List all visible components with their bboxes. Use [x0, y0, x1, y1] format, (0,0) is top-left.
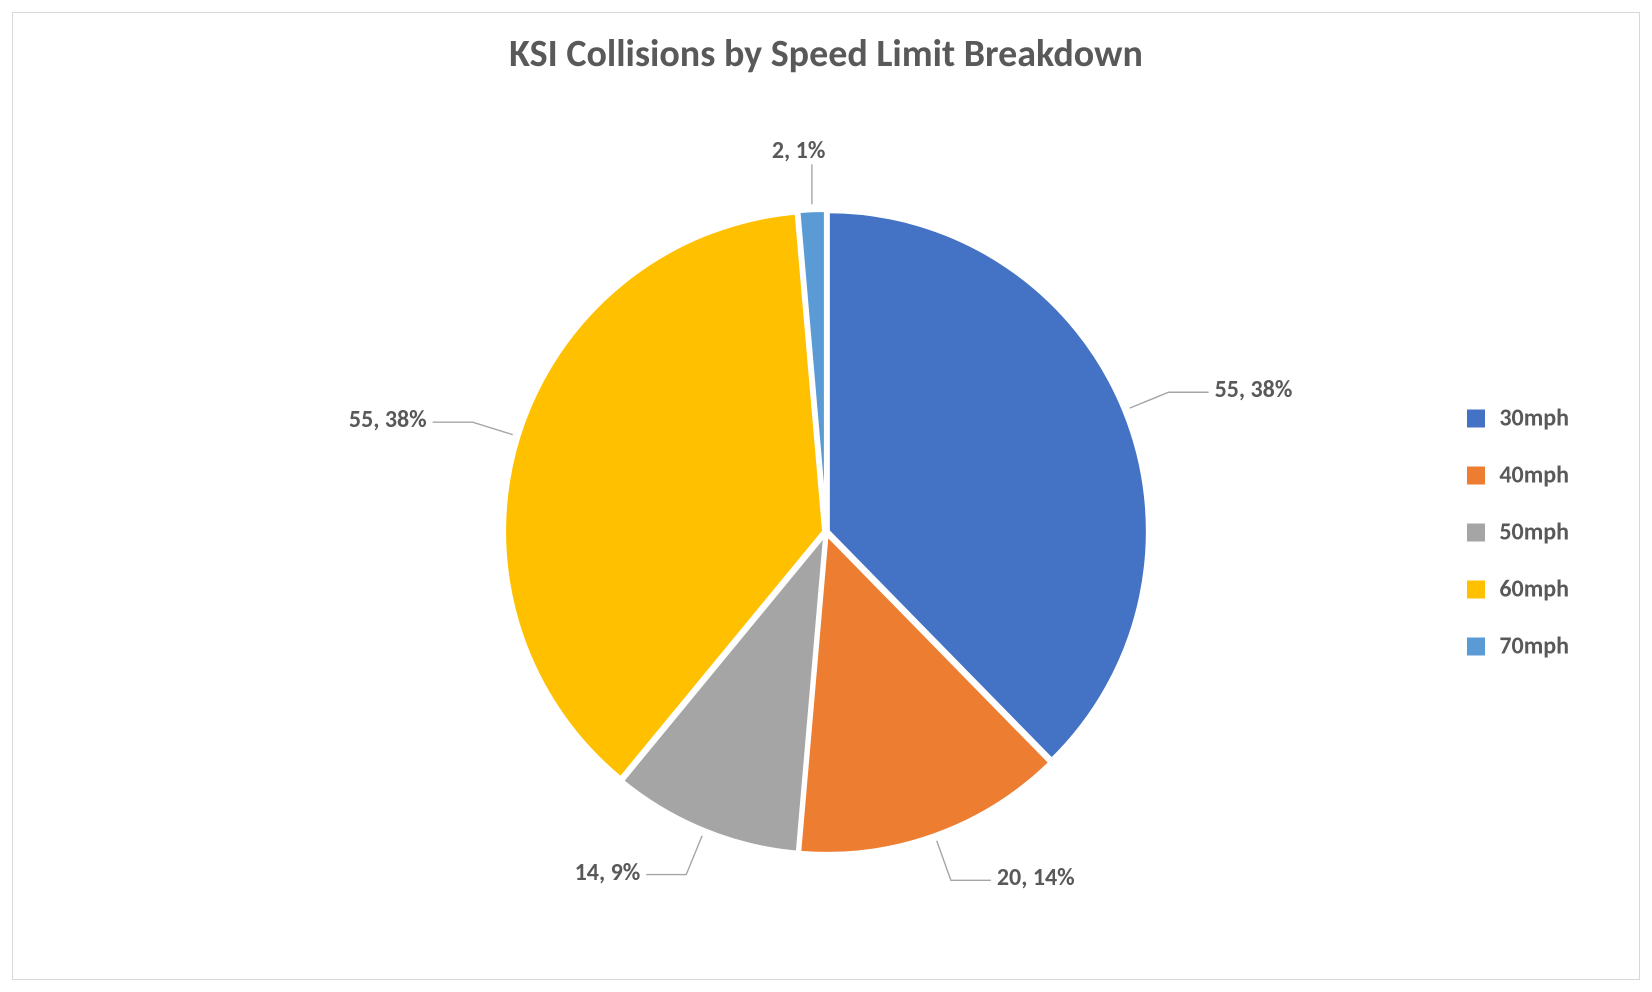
- legend-item-60mph: 60mph: [1467, 575, 1569, 604]
- leader-line: [937, 841, 991, 881]
- legend-label: 40mph: [1499, 461, 1569, 490]
- legend-swatch: [1467, 580, 1485, 598]
- data-label-30mph: 55, 38%: [1215, 375, 1293, 404]
- data-label-50mph: 14, 9%: [575, 858, 641, 887]
- legend-label: 60mph: [1499, 575, 1569, 604]
- leader-line: [646, 836, 702, 875]
- chart-body: 55, 38% 20, 14% 14, 9% 55, 38% 2, 1% 30mph 40…: [13, 85, 1639, 979]
- legend-label: 70mph: [1499, 632, 1569, 661]
- legend-swatch: [1467, 523, 1485, 541]
- legend-swatch: [1467, 637, 1485, 655]
- chart-frame: KSI Collisions by Speed Limit Breakdown …: [12, 12, 1640, 980]
- legend-item-70mph: 70mph: [1467, 632, 1569, 661]
- data-label-60mph: 55, 38%: [349, 405, 427, 434]
- legend-item-40mph: 40mph: [1467, 461, 1569, 490]
- data-label-40mph: 20, 14%: [997, 863, 1075, 892]
- data-label-70mph: 2, 1%: [772, 136, 825, 165]
- legend-swatch: [1467, 466, 1485, 484]
- leader-line: [1130, 392, 1209, 408]
- leader-line: [433, 422, 513, 434]
- legend-label: 30mph: [1499, 404, 1569, 433]
- legend-label: 50mph: [1499, 518, 1569, 547]
- legend-item-50mph: 50mph: [1467, 518, 1569, 547]
- pie-svg: [346, 122, 1306, 942]
- legend: 30mph 40mph 50mph 60mph 70mph: [1467, 404, 1569, 661]
- chart-title: KSI Collisions by Speed Limit Breakdown: [13, 31, 1639, 77]
- legend-swatch: [1467, 409, 1485, 427]
- pie-chart: 55, 38% 20, 14% 14, 9% 55, 38% 2, 1%: [346, 122, 1306, 942]
- legend-item-30mph: 30mph: [1467, 404, 1569, 433]
